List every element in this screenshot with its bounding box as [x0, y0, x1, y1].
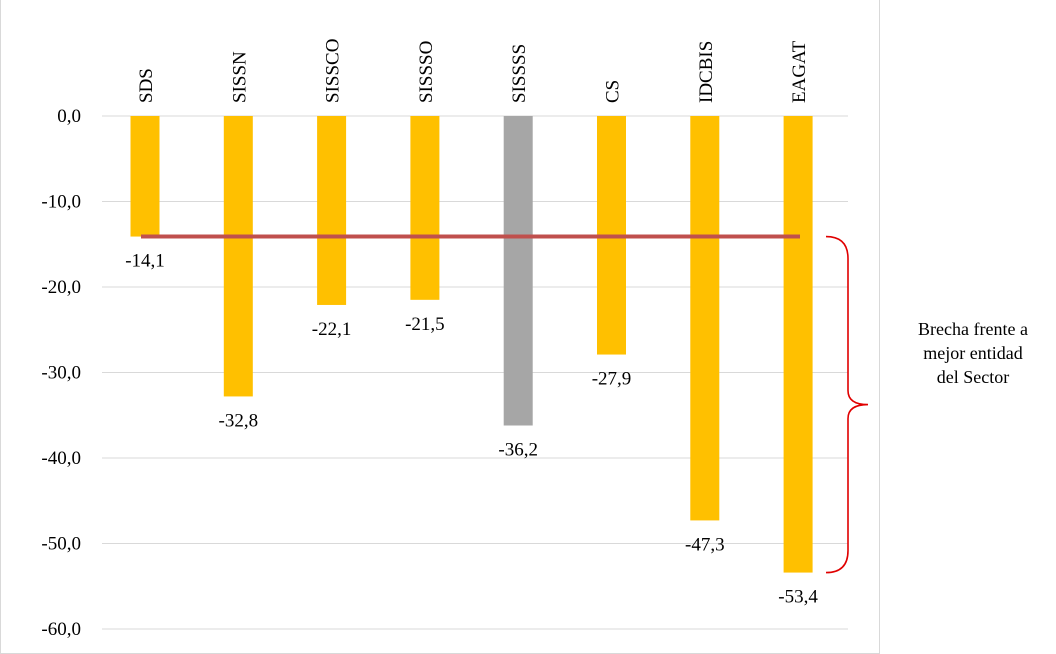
category-label: EAGAT — [789, 40, 810, 103]
y-tick-label: -30,0 — [41, 363, 81, 384]
bar — [410, 116, 440, 300]
data-label: -14,1 — [125, 251, 165, 272]
category-label: SISSN — [229, 51, 250, 103]
y-tick-label: -40,0 — [41, 448, 81, 469]
data-label: -32,8 — [219, 410, 259, 431]
y-tick-label: -50,0 — [41, 534, 81, 555]
data-label: -21,5 — [405, 314, 445, 335]
y-tick-label: -60,0 — [41, 619, 81, 640]
data-label: -53,4 — [778, 587, 818, 608]
category-label: IDCBIS — [696, 41, 717, 103]
y-axis-tick-labels: 0,0 -10,0 -20,0 -30,0 -40,0 -50,0 -60,0 — [41, 106, 81, 640]
gap-bracket — [825, 235, 869, 574]
data-label: -27,9 — [592, 369, 632, 390]
bar — [223, 116, 253, 397]
data-label: -36,2 — [498, 440, 538, 461]
y-tick-label: -20,0 — [41, 277, 81, 298]
annotation-line-3: del Sector — [936, 367, 1010, 387]
annotation-line-2: mejor entidad — [923, 343, 1023, 363]
y-tick-label: 0,0 — [57, 106, 81, 127]
y-tick-label: -10,0 — [41, 192, 81, 213]
category-label: SISSCO — [323, 39, 344, 103]
bar — [130, 116, 160, 237]
annotation-line-1: Brecha frente a — [918, 319, 1028, 339]
gridlines — [102, 115, 848, 630]
gap-annotation: Brecha frente a mejor entidad del Sector — [893, 317, 1053, 389]
bars — [130, 116, 813, 573]
bar — [317, 116, 347, 305]
bar — [503, 116, 533, 426]
category-label: SISSSS — [509, 44, 530, 103]
bar — [690, 116, 720, 521]
data-label: -47,3 — [685, 534, 725, 555]
category-label: SISSSO — [416, 41, 437, 103]
category-label: CS — [603, 80, 624, 103]
bar — [783, 116, 813, 573]
category-label: SDS — [136, 68, 157, 103]
data-labels: -14,1 -32,8 -22,1 -21,5 -36,2 -27,9 -47,3 -53,4 — [125, 251, 818, 608]
data-label: -22,1 — [312, 319, 352, 340]
category-labels: SDS SISSN SISSCO SISSSO SISSSS CS IDCBIS EAGAT — [136, 39, 810, 103]
